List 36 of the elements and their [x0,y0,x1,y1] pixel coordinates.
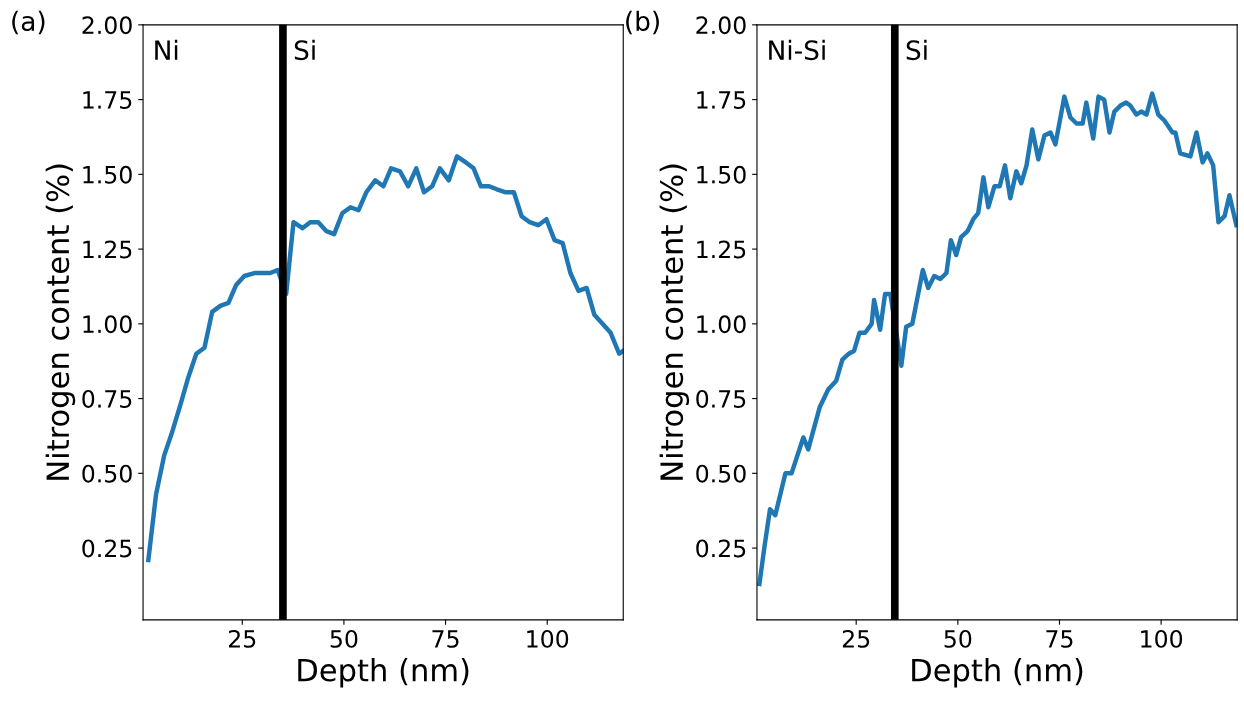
y-tick-label: 1.00 [83,315,132,334]
line-series [146,154,624,563]
x-tick-label: 25 [228,629,256,648]
y-tick-label: 1.75 [697,91,746,109]
annotation: Si [294,39,315,61]
y-tick-label: 0.50 [696,464,746,483]
annotation: Si [906,39,927,61]
x-tick-label: 75 [432,630,459,648]
y-tick-label: 1.50 [83,165,132,184]
y-tick-label: 2.00 [82,16,132,35]
x-tick-label: 75 [1046,630,1073,648]
y-tick-label: 1.25 [697,240,746,259]
y-tick-label: 2.00 [696,16,746,35]
chart-title: (b) [626,10,659,35]
chart-title: (a) [12,10,45,35]
annotation: Ni-Si [769,39,825,61]
y-tick-label: 1.00 [697,315,746,334]
y-tick-label: 1.25 [83,240,132,259]
y-tick-label: 0.25 [696,539,746,558]
x-tick-label: 100 [527,629,569,648]
y-tick-label: 1.75 [83,91,132,109]
x-axis-title: Depth (nm) [912,657,1083,688]
x-tick-label: 100 [1141,629,1183,648]
x-tick-label: 50 [944,629,972,648]
x-axis-title: Depth (nm) [298,657,469,688]
y-tick-label: 0.75 [696,390,746,408]
y-tick-label: 0.50 [82,464,132,483]
y-tick-label: 0.75 [82,390,132,408]
x-tick-label: 25 [842,629,870,648]
annotation: Ni [155,39,178,60]
y-tick-label: 0.25 [82,539,132,558]
y-axis-title: Nitrogen content (%) [45,164,76,480]
x-tick-label: 50 [330,629,358,648]
y-tick-label: 1.50 [697,165,746,184]
line-series [757,91,1238,587]
y-axis-title: Nitrogen content (%) [659,164,690,480]
